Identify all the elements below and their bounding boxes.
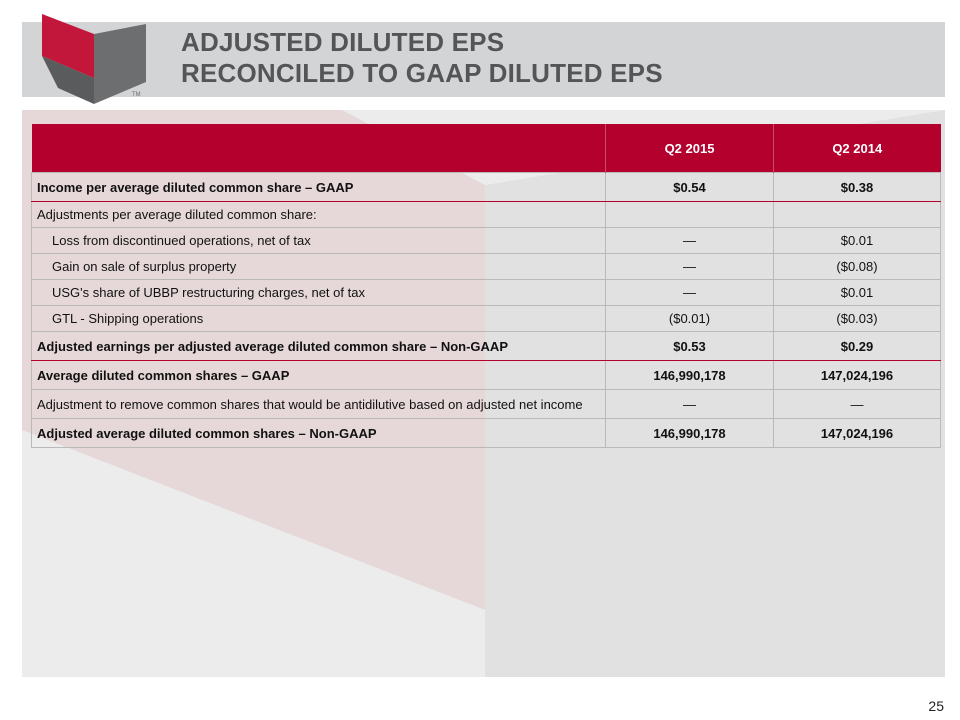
slide-title: ADJUSTED DILUTED EPS RECONCILED TO GAAP … xyxy=(181,27,663,89)
value-q2-2015 xyxy=(605,201,774,228)
value-q2-2015: 146,990,178 xyxy=(605,360,774,390)
value-q2-2015: — xyxy=(605,279,774,306)
table-row: Loss from discontinued operations, net o… xyxy=(31,227,941,254)
bg-light-fold xyxy=(22,430,485,677)
company-logo: TM xyxy=(42,14,146,104)
value-q2-2014: 147,024,196 xyxy=(773,360,941,390)
value-q2-2014: 147,024,196 xyxy=(773,418,941,448)
row-label: Loss from discontinued operations, net o… xyxy=(31,227,606,254)
value-q2-2015: — xyxy=(605,253,774,280)
row-label: Gain on sale of surplus property xyxy=(31,253,606,280)
value-q2-2014: $0.38 xyxy=(773,172,941,202)
table-row: Average diluted common shares – GAAP 146… xyxy=(31,360,941,390)
row-label: Average diluted common shares – GAAP xyxy=(31,360,606,390)
row-label: Adjustments per average diluted common s… xyxy=(31,201,606,228)
value-q2-2014: $0.29 xyxy=(773,331,941,361)
value-q2-2014: ($0.03) xyxy=(773,305,941,332)
table-row: USG's share of UBBP restructuring charge… xyxy=(31,279,941,306)
row-label: USG's share of UBBP restructuring charge… xyxy=(31,279,606,306)
value-q2-2015: — xyxy=(605,389,774,419)
row-label: Income per average diluted common share … xyxy=(31,172,606,202)
value-q2-2014: — xyxy=(773,389,941,419)
table-row: Adjusted earnings per adjusted average d… xyxy=(31,331,941,361)
logo-gray-panel xyxy=(94,24,146,104)
row-label: Adjusted average diluted common shares –… xyxy=(31,418,606,448)
table-row: Adjustments per average diluted common s… xyxy=(31,201,941,228)
table-row: Income per average diluted common share … xyxy=(31,172,941,202)
header-q2-2015: Q2 2015 xyxy=(605,124,774,173)
eps-reconciliation-table: Q2 2015 Q2 2014 Income per average dilut… xyxy=(31,124,941,448)
value-q2-2015: 146,990,178 xyxy=(605,418,774,448)
value-q2-2015: $0.54 xyxy=(605,172,774,202)
table-row: Adjusted average diluted common shares –… xyxy=(31,418,941,448)
value-q2-2014: $0.01 xyxy=(773,227,941,254)
table-row: GTL - Shipping operations ($0.01) ($0.03… xyxy=(31,305,941,332)
row-label: Adjusted earnings per adjusted average d… xyxy=(31,331,606,361)
value-q2-2015: ($0.01) xyxy=(605,305,774,332)
page-number: 25 xyxy=(928,698,944,714)
value-q2-2014 xyxy=(773,201,941,228)
logo-red-panel xyxy=(42,14,94,78)
row-label: GTL - Shipping operations xyxy=(31,305,606,332)
value-q2-2014: ($0.08) xyxy=(773,253,941,280)
header-q2-2014: Q2 2014 xyxy=(773,124,941,173)
title-line-1: ADJUSTED DILUTED EPS xyxy=(181,27,505,57)
table-row: Gain on sale of surplus property — ($0.0… xyxy=(31,253,941,280)
value-q2-2014: $0.01 xyxy=(773,279,941,306)
header-band xyxy=(22,22,945,97)
row-label: Adjustment to remove common shares that … xyxy=(31,389,606,419)
logo-tm: TM xyxy=(132,92,141,98)
value-q2-2015: — xyxy=(605,227,774,254)
logo-gray-fold xyxy=(42,56,94,104)
table-row: Adjustment to remove common shares that … xyxy=(31,389,941,419)
value-q2-2015: $0.53 xyxy=(605,331,774,361)
title-line-2: RECONCILED TO GAAP DILUTED EPS xyxy=(181,58,663,88)
table-header-row: Q2 2015 Q2 2014 xyxy=(31,124,941,173)
header-label-cell xyxy=(31,124,606,173)
